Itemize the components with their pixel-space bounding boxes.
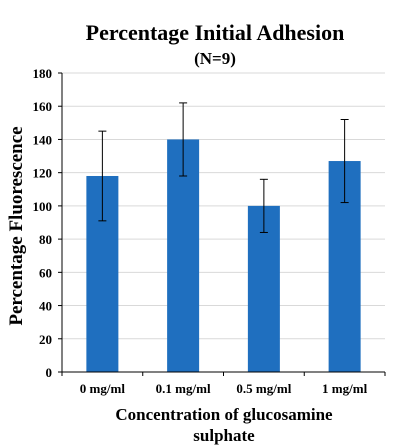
bar [247, 205, 280, 372]
y-tick-label: 100 [33, 199, 53, 214]
y-tick-labels: 0 20 40 60 80 100 120 140 160 180 [33, 66, 53, 380]
x-tick-label: 0.1 mg/ml [156, 381, 211, 396]
x-tick-label: 0.5 mg/ml [236, 381, 291, 396]
chart-subtitle: (N=9) [194, 49, 236, 68]
x-tick-label: 0 mg/ml [80, 381, 126, 396]
x-tick-label: 1 mg/ml [322, 381, 368, 396]
y-tick-label: 0 [46, 365, 53, 380]
y-tick-label: 120 [33, 166, 53, 181]
error-bars [98, 102, 349, 233]
x-axis-label-line1: Concentration of glucosamine [115, 405, 333, 424]
y-axis-label: Percentage Fluorescence [6, 126, 27, 325]
y-tick-label: 20 [39, 332, 52, 347]
y-tick-label: 140 [33, 132, 53, 147]
y-tick-label: 180 [33, 66, 53, 81]
chart-title: Percentage Initial Adhesion [86, 20, 345, 45]
axes [58, 72, 386, 376]
y-tick-label: 60 [39, 265, 52, 280]
y-tick-label: 160 [33, 99, 53, 114]
x-tick-labels: 0 mg/ml 0.1 mg/ml 0.5 mg/ml 1 mg/ml [80, 381, 368, 396]
x-axis-label-line2: sulphate [193, 426, 255, 445]
y-tick-label: 80 [39, 232, 52, 247]
bars [86, 139, 361, 372]
bar [167, 139, 200, 372]
y-tick-label: 40 [39, 299, 52, 314]
